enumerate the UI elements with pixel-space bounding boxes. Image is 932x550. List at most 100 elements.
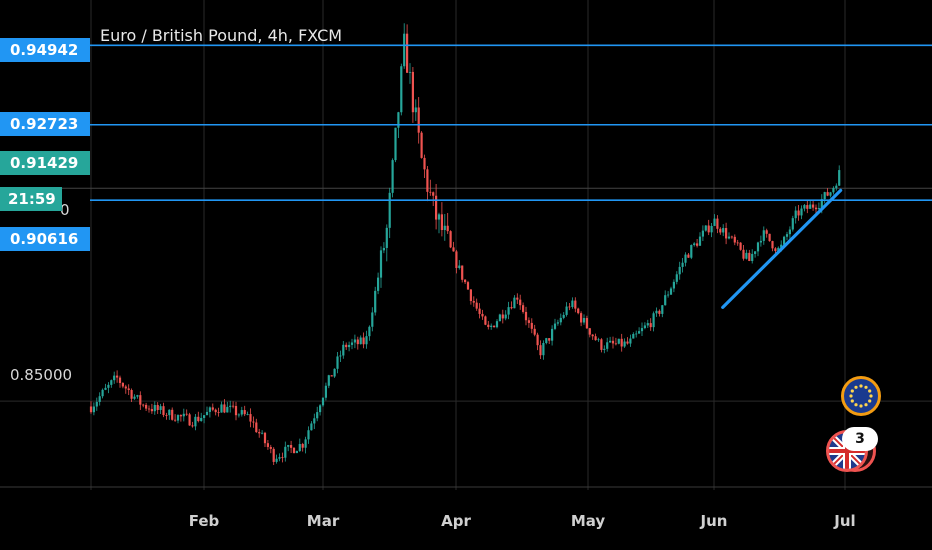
candle [153,401,156,415]
candle [600,338,603,353]
candle [823,191,826,204]
candle [704,225,707,232]
price-label-2[interactable]: 0.90616 [0,227,90,251]
candle [722,224,725,237]
candle [278,453,281,462]
event-count-badge[interactable]: 3 [842,427,878,451]
candle [458,260,461,270]
candle [838,165,841,186]
candle [701,225,704,241]
candle [638,327,641,334]
candle [551,325,554,346]
candle [800,205,803,220]
candle [411,67,414,123]
candle [678,261,681,280]
trendline[interactable] [721,188,843,309]
candle [359,335,362,345]
candle [733,234,736,246]
candle [481,309,484,320]
candle [478,303,481,319]
candle [812,200,815,211]
candle [365,330,368,349]
candle [281,452,284,463]
candle [475,298,478,311]
candle [298,438,301,453]
x-label-feb: Feb [188,512,220,530]
candle [684,252,687,267]
candle [794,206,797,224]
candle [229,400,232,413]
candle [432,191,435,207]
candle [252,416,255,428]
candle [687,252,690,258]
candle [382,242,385,254]
candle [652,311,655,332]
candle [107,382,110,394]
candle [484,315,487,326]
candle [565,302,568,317]
price-lines [90,44,932,201]
last-price-label: 0.91429 [0,151,90,175]
eu-flag-icon[interactable] [841,376,881,416]
price-label-1[interactable]: 0.92723 [0,112,90,136]
candle [142,403,145,408]
candle [582,314,586,325]
price-label-0[interactable]: 0.94942 [0,38,90,62]
candle [287,444,290,452]
candle [429,179,432,196]
candle [118,375,122,388]
candle [327,374,330,389]
candle [826,188,829,197]
candle [150,403,153,414]
candle [719,227,722,235]
candle [672,279,675,293]
candle [806,200,809,214]
candle [452,241,455,252]
candle [513,295,516,309]
covered-tick-label: 0 [60,201,70,219]
candle [246,411,249,416]
candle [667,291,670,298]
candle [385,224,388,262]
candle [748,249,751,262]
candle [220,401,223,413]
candle [710,222,713,238]
candle [197,411,200,423]
candle [751,249,754,264]
candle [594,333,597,341]
candle [501,309,504,324]
candle [797,205,800,221]
candle [313,413,316,430]
candle [658,309,661,317]
candle [440,202,443,237]
candle [348,341,351,352]
candle [495,319,499,329]
candle [626,337,629,345]
candle [92,402,95,416]
candle [809,201,812,209]
candle [574,297,577,313]
candle [632,332,635,339]
candle [194,414,197,431]
candle [121,382,124,389]
candle [342,341,345,359]
candle [548,338,551,344]
candle [571,297,574,309]
candle [832,186,835,195]
candle [609,336,612,343]
candle [156,402,159,414]
candle [339,350,342,362]
candle [205,406,209,416]
candle [649,318,652,331]
candle [124,384,127,394]
candle [655,307,658,317]
candle [490,323,493,330]
candle [791,215,794,232]
candle [217,407,220,417]
candle [290,440,293,454]
candle [788,226,791,240]
candle [304,436,307,454]
candle [208,406,211,418]
candle [391,158,394,198]
